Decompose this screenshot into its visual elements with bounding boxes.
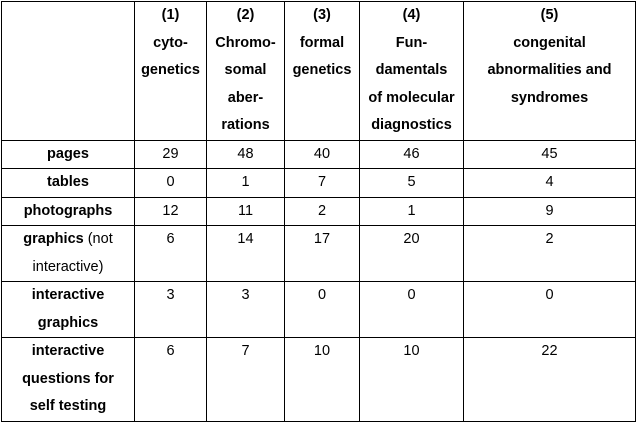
table-cell: 0 <box>359 281 464 338</box>
table-cell: 6 <box>134 225 207 282</box>
table-cell: 40 <box>284 139 360 169</box>
table-cell: 2 <box>463 225 636 282</box>
column-header-2: (2) Chromo- somal aber- rations <box>206 1 285 141</box>
table-cell: 12 <box>134 196 207 226</box>
table-cell: 10 <box>359 337 464 422</box>
table-cell: 17 <box>284 225 360 282</box>
table-cell: 45 <box>463 139 636 169</box>
table-cell: 14 <box>206 225 285 282</box>
table-cell: 48 <box>206 139 285 169</box>
table-cell: 9 <box>463 196 636 226</box>
table-cell: 11 <box>206 196 285 226</box>
table-cell: 10 <box>284 337 360 422</box>
column-header-5: (5) congenital abnormalities and syndrom… <box>463 1 636 141</box>
row-label: interactive questions for self testing <box>1 337 135 422</box>
table-cell: 22 <box>463 337 636 422</box>
table-row-interactive-questions: interactive questions for self testing 6… <box>1 337 636 422</box>
row-label: interactive graphics <box>1 281 135 338</box>
table-cell: 29 <box>134 139 207 169</box>
header-row: (1) cyto- genetics (2) Chromo- somal abe… <box>1 1 636 141</box>
table-cell: 20 <box>359 225 464 282</box>
table-row-tables: tables 0 1 7 5 4 <box>1 168 636 198</box>
table-row-interactive-graphics: interactive graphics 3 3 0 0 0 <box>1 281 636 338</box>
table-cell: 4 <box>463 168 636 198</box>
table-row-pages: pages 29 48 40 46 45 <box>1 139 636 169</box>
table-cell: 0 <box>463 281 636 338</box>
corner-cell <box>1 1 135 141</box>
table-cell: 3 <box>206 281 285 338</box>
column-header-3: (3) formal genetics <box>284 1 360 141</box>
column-header-1: (1) cyto- genetics <box>134 1 207 141</box>
table-cell: 7 <box>284 168 360 198</box>
table-cell: 7 <box>206 337 285 422</box>
row-label: graphics (not interactive) <box>1 225 135 282</box>
row-label: tables <box>1 168 135 198</box>
table-cell: 1 <box>206 168 285 198</box>
table-cell: 2 <box>284 196 360 226</box>
table-cell: 3 <box>134 281 207 338</box>
table-cell: 5 <box>359 168 464 198</box>
table-cell: 0 <box>284 281 360 338</box>
row-label: photographs <box>1 196 135 226</box>
table-cell: 1 <box>359 196 464 226</box>
column-header-4: (4) Fun- damentals of molecular diagnost… <box>359 1 464 141</box>
table-cell: 6 <box>134 337 207 422</box>
row-label: pages <box>1 139 135 169</box>
table-cell: 0 <box>134 168 207 198</box>
table-row-graphics: graphics (not interactive) 6 14 17 20 2 <box>1 225 636 282</box>
table-row-photographs: photographs 12 11 2 1 9 <box>1 196 636 226</box>
table-cell: 46 <box>359 139 464 169</box>
